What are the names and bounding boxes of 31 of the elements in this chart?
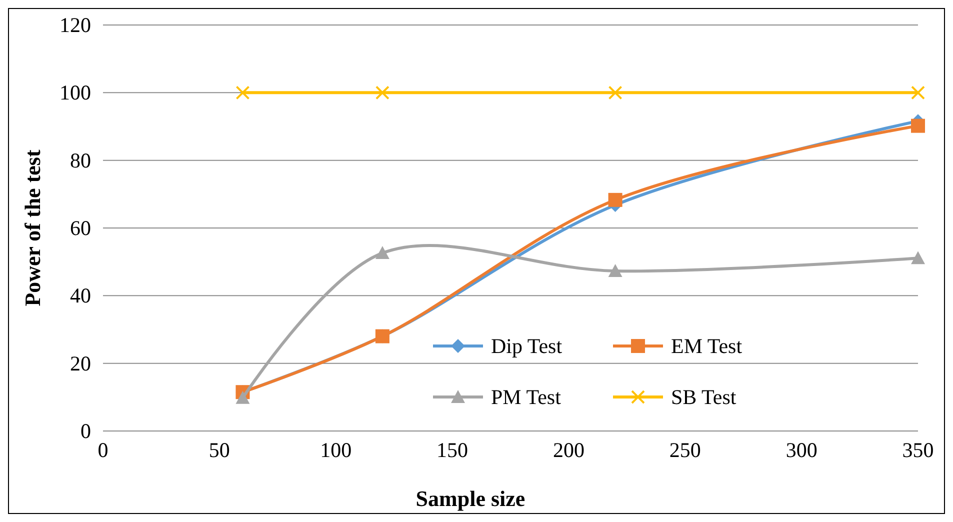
legend-label: EM Test [671,334,742,358]
point [911,251,925,264]
legend-label: PM Test [491,385,562,409]
x-tick-label: 250 [669,438,701,462]
y-tick-label: 60 [70,216,91,240]
point [608,86,622,100]
point [236,86,250,100]
y-tick-label: 80 [70,148,91,172]
x-axis-title: Sample size [416,486,526,511]
legend-label: Dip Test [491,334,562,358]
legend-label: SB Test [671,385,736,409]
point [911,118,925,133]
x-tick-label: 200 [552,438,584,462]
x-tick-label: 350 [902,438,934,462]
point [608,264,622,277]
y-tick-label: 120 [60,13,91,37]
point [911,86,925,100]
point [375,86,390,100]
point [236,390,250,404]
y-tick-label: 100 [60,80,91,105]
y-tick-label: 20 [70,351,91,376]
point [608,192,622,207]
x-tick-label: 150 [436,438,468,462]
x-tick-label: 0 [98,438,108,462]
x-tick-label: 100 [320,438,352,462]
y-tick-label: 0 [80,419,91,443]
point [375,246,390,260]
x-tick-label: 300 [786,438,818,462]
y-axis-title: Power of the test [20,149,45,306]
y-tick-label: 40 [70,284,91,308]
x-tick-label: 50 [208,438,230,462]
